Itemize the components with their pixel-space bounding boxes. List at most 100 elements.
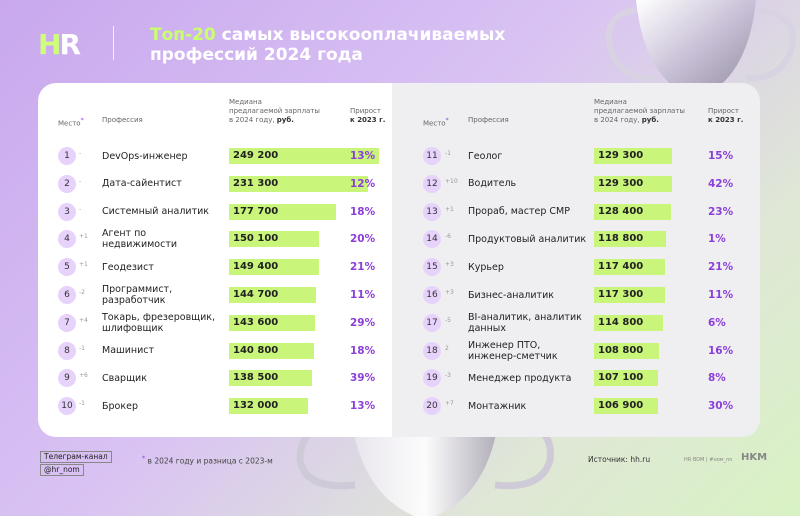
rank-badge: 11 (423, 147, 441, 165)
rank-badge: 10 (58, 397, 76, 416)
credit-label: HR BOM | #ном_nn (684, 457, 733, 463)
title-line1: самых высокооплачиваемых (215, 25, 506, 45)
profession-name: Агент по недвижимости (102, 228, 178, 251)
profession-name: Брокер (102, 400, 138, 412)
growth-value: 29% (350, 316, 376, 329)
salary-value: 231 300 (233, 177, 279, 189)
growth-value: 13% (350, 400, 376, 413)
rank-delta: -1 (79, 344, 85, 352)
salary-value: 118 800 (598, 233, 644, 245)
salary-bar (594, 259, 665, 276)
salary-bar (229, 370, 313, 387)
profession-name: Водитель (468, 178, 517, 190)
profession-name: Системный аналитик (102, 206, 210, 218)
header-rank-mark: * (80, 117, 84, 124)
page-title: Топ-20 самых высокооплачиваемых професси… (150, 25, 505, 65)
header-rank: Место* (423, 117, 449, 128)
table-row: 19 -3 Менеджер продукта 107 100 8% (390, 367, 760, 391)
telegram-line2: @hr_nom (40, 464, 84, 476)
rank-delta: +4 (79, 316, 88, 324)
growth-value: 21% (350, 261, 376, 274)
salary-value: 129 300 (598, 150, 644, 161)
table-row: 4 +1 Агент по недвижимости 150 100 20% (38, 228, 390, 252)
header-salary: Медиана предлагаемой зарплаты в 2024 году,… (594, 98, 685, 125)
profession-name: Монтажник (468, 400, 527, 412)
rank-badge: 7 (58, 313, 76, 332)
growth-value: 11% (350, 289, 376, 301)
salary-bar (229, 342, 314, 359)
table-row: 3- Системный аналитик 177 700 18% (38, 201, 390, 225)
telegram-label[interactable]: Телеграм-канал @hr_nom (40, 451, 112, 477)
salary-bar (229, 231, 320, 248)
growth-value: 6% (708, 316, 726, 329)
growth-value: 21% (708, 261, 734, 274)
salary-value: 128 400 (598, 205, 644, 217)
growth-value: 13% (350, 150, 376, 162)
salary-bar (229, 398, 309, 415)
growth-value: 39% (350, 372, 376, 385)
salary-value: 129 300 (598, 177, 644, 189)
rank-badge: 1 (58, 147, 76, 165)
rank-badge: 13 (423, 202, 441, 221)
table-row: 2- Дата-сайентист 231 300 12% (38, 173, 390, 197)
table-row: 7 +4 Токарь, фрезеровщик, шлифовщик 143 600… (38, 312, 390, 336)
header-salary-line3b: руб. (641, 116, 659, 124)
salary-value: 114 800 (598, 316, 644, 328)
rank-badge: 5 (58, 258, 76, 277)
rank-delta: -1 (79, 400, 85, 408)
header-growth-line1: Прирост (350, 107, 381, 115)
salary-bar (229, 287, 317, 303)
header-growth-line2: к 2023 г. (708, 116, 744, 124)
rank-badge: 20 (423, 397, 441, 416)
salary-bar (594, 314, 664, 331)
rank-delta: -2 (79, 289, 85, 296)
growth-value: 1% (708, 233, 726, 246)
profession-name: Продуктовый аналитик (468, 233, 587, 245)
profession-name: Геолог (468, 150, 503, 162)
rank-badge: 6 (58, 286, 76, 304)
growth-value: 18% (350, 205, 376, 218)
rank-delta: +3 (445, 261, 454, 269)
salary-bar (229, 175, 369, 192)
source-label: Источник: hh.ru (588, 455, 651, 464)
salary-bar (594, 175, 672, 192)
rank-badge: 15 (423, 258, 441, 277)
rank-delta: - (79, 205, 82, 213)
table-row: 10 -1 Брокер 132 000 13% (38, 395, 390, 419)
header-growth-line2: к 2023 г. (350, 116, 386, 124)
salary-bar (594, 287, 665, 303)
hr-logo: HR (38, 28, 81, 61)
rank-badge: 4 (58, 230, 76, 249)
table-row: 13 +1 Прораб, мастер СМР 128 400 23% (390, 201, 760, 225)
table-row: 5 +1 Геодезист 149 400 21% (38, 256, 390, 280)
table-row: 14 -6 Продуктовый аналитик 118 800 1% (390, 228, 760, 252)
table-row: 6 -2 Программист, разработчик 144 700 11% (38, 284, 390, 308)
table-row: 16 +3 Бизнес-аналитик 117 300 11% (390, 284, 760, 308)
rank-badge: 16 (423, 286, 441, 304)
table-row: 11 -1 Геолог 129 300 15% (390, 145, 760, 169)
growth-value: 42% (708, 177, 734, 190)
rank-delta: -6 (445, 233, 451, 241)
rank-delta: 2 (445, 344, 449, 352)
rank-badge: 12 (423, 174, 441, 193)
table-row: 20 +7 Монтажник 106 900 30% (390, 395, 760, 419)
salary-bar (594, 370, 659, 387)
growth-value: 12% (350, 177, 376, 190)
profession-name: Менеджер продукта (468, 372, 572, 384)
table-row: 18 2 Инженер ПТО, инженер-сметчик 108 800 16… (390, 340, 760, 364)
ranking-panel-left: Место* Профессия Медиана предлагаемой зарпл… (38, 83, 390, 437)
header-salary-line3b: руб. (276, 116, 294, 124)
header-profession: Профессия (468, 116, 509, 124)
salary-value: 150 100 (233, 233, 279, 245)
profession-name: Инженер ПТО, инженер-сметчик (468, 339, 558, 362)
rank-delta: +3 (445, 289, 454, 296)
salary-value: 117 300 (598, 289, 644, 300)
salary-value: 106 900 (598, 400, 644, 412)
salary-value: 177 700 (233, 205, 279, 217)
rank-badge: 2 (58, 174, 76, 193)
rank-badge: 14 (423, 230, 441, 249)
table-row: 12 +10 Водитель 129 300 42% (390, 173, 760, 197)
salary-bar (594, 398, 659, 415)
header-salary-line1: Медиана (229, 98, 262, 106)
profession-name: Прораб, мастер СМР (468, 206, 570, 218)
